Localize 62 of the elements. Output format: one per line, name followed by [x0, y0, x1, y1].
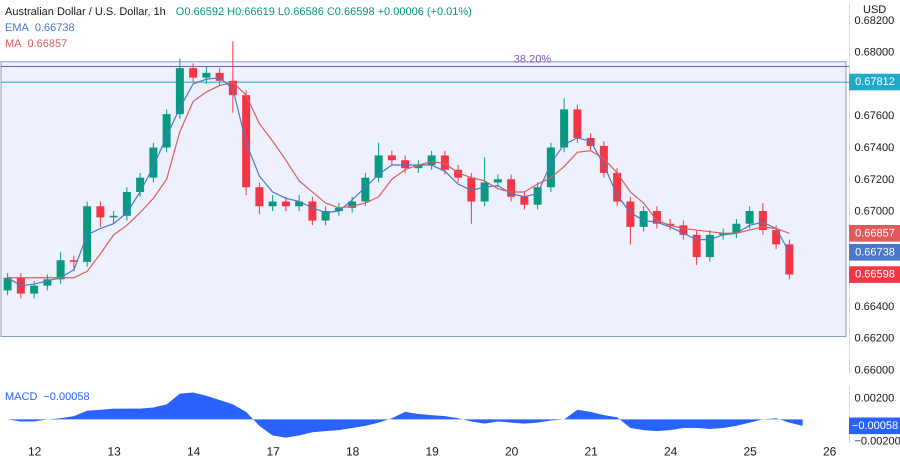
text: 0.66738: [855, 246, 895, 258]
candlestick: [746, 206, 754, 229]
candlestick: [110, 210, 118, 224]
candlestick: [282, 196, 290, 212]
annotation: −0.00058: [43, 391, 90, 403]
x-tick-label: 13: [107, 444, 122, 458]
y-axis-title: USD: [863, 4, 886, 16]
x-tick-label: 12: [28, 444, 42, 458]
y-tick-label: 0.67600: [854, 110, 894, 122]
candlestick: [30, 280, 38, 299]
candlestick: [494, 174, 502, 188]
y-tick-label: 0.67200: [854, 174, 894, 186]
candlestick: [295, 194, 304, 212]
text: −0.00058: [852, 420, 898, 432]
candlestick: [520, 191, 528, 210]
candlestick: [388, 150, 396, 166]
ref-line-label: 0.67812: [855, 76, 895, 88]
x-tick-label: 24: [664, 444, 678, 458]
candlestick: [534, 182, 542, 210]
candlestick: [136, 172, 144, 198]
candlestick: [706, 230, 714, 262]
candlestick: [308, 196, 316, 226]
candlestick: [361, 172, 370, 207]
text: MA: [5, 38, 22, 50]
y-tick-label: 0.66400: [854, 300, 894, 313]
chart-title: Australian Dollar / U.S. Dollar, 1h: [5, 6, 166, 18]
y-tick-label: 0.66200: [854, 332, 894, 345]
x-tick-label: 26: [822, 444, 837, 458]
candlestick: [122, 186, 131, 222]
text: 0.66857: [855, 227, 895, 240]
text: 0.66598: [855, 268, 895, 281]
candlestick: [189, 62, 198, 83]
y-tick-label: −0.00200: [854, 435, 900, 448]
candlestick: [374, 142, 383, 183]
x-tick-label: 18: [346, 444, 360, 458]
x-tick-label: 20: [504, 444, 519, 458]
y-tick-label: 0.66000: [854, 364, 894, 376]
candlestick: [640, 206, 648, 232]
candlestick: [772, 224, 780, 250]
annotation: 0.66857: [28, 38, 68, 50]
series-label: MACD: [5, 391, 38, 403]
candlestick: [268, 194, 277, 212]
x-tick-label: 21: [584, 444, 598, 458]
candlestick: [202, 66, 210, 84]
annotation: O0.66592 H0.66619 L0.66586 C0.66598 +0.00006 (+0.01%): [176, 6, 472, 18]
x-tick-label: 19: [425, 444, 440, 458]
annotation: 0.66738: [34, 22, 75, 34]
y-tick-label: 0.68000: [854, 46, 894, 59]
x-tick-label: 25: [743, 444, 758, 458]
candlestick: [692, 230, 701, 266]
y-tick-label: 0.67000: [854, 206, 894, 218]
candlestick: [467, 172, 476, 224]
x-tick-label: 17: [266, 444, 280, 458]
x-tick-label: 14: [186, 444, 201, 458]
y-tick-label: 0.68200: [854, 14, 894, 27]
y-tick-label: 0.00200: [854, 392, 894, 404]
candlestick: [4, 272, 12, 296]
candlestick: [255, 182, 264, 215]
y-tick-label: 0.67400: [854, 142, 894, 154]
candlestick: [480, 156, 489, 207]
text: EMA: [5, 22, 30, 34]
candlestick: [96, 201, 104, 228]
